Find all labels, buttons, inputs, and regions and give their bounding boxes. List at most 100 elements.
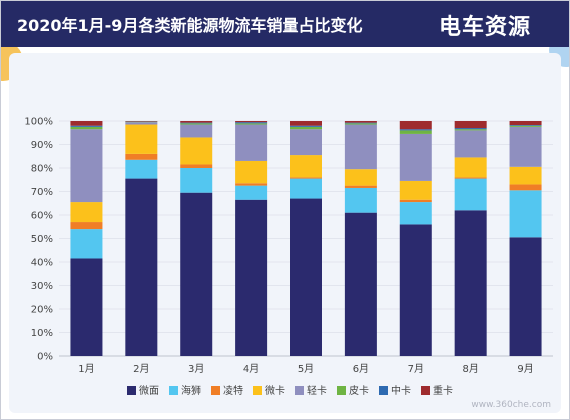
legend-swatch [211,386,220,395]
bar-segment [180,123,213,125]
bar-segment [344,124,377,170]
bar-segment [454,130,487,158]
bar-segment [70,121,103,126]
x-tick-label: 3月 [188,363,204,375]
legend-label: 皮卡 [349,384,369,397]
bar-segment [70,229,103,259]
x-tick-label: 9月 [517,363,533,375]
y-tick-label: 80% [31,164,53,175]
bar-segment [399,121,432,130]
legend-swatch [127,386,136,395]
legend-label: 中卡 [391,384,411,397]
x-tick-label: 5月 [298,363,314,375]
bar-segment [180,164,213,168]
x-tick-label: 4月 [243,363,259,375]
y-tick-label: 100% [24,117,53,128]
x-axis-ticks: 1月 2月 3月 4月 5月 6月 7月 8月 9月 [78,363,533,375]
y-tick-label: 30% [31,281,53,292]
legend-swatch [295,386,304,395]
legend: 微面 海狮 凌特 微卡 轻卡 皮卡 中卡 重卡 [127,384,453,397]
bar-segment [290,126,322,130]
legend-label: 海狮 [181,384,201,397]
bar-segment [180,122,213,124]
y-axis-ticks: 0% 10% 20% 30% 40% 50% 60% 70% 80% 90% 100% [24,117,53,363]
bar-segment [125,122,158,125]
bar-segment [509,166,542,185]
bar-segment [180,121,213,123]
bar-segment [454,121,487,129]
bar-segment [290,198,322,356]
bar-segment [344,185,377,188]
legend-swatch [379,386,388,395]
bar-segment [290,155,322,178]
chart-panel: 0% 10% 20% 30% 40% 50% 60% 70% 80% 90% 100% 1月 2月 3月… [9,53,561,413]
bar-segment [125,178,158,356]
header-bar: 2020年1月-9月各类新能源物流车销量占比变化 电车资源 [1,1,569,47]
bar-segment [290,121,322,126]
bar-segment [235,183,268,186]
bar-segment [235,123,268,125]
x-tick-label: 1月 [78,363,94,375]
bar-segment [235,199,268,356]
bar-segment [180,168,213,193]
x-tick-label: 8月 [462,363,478,375]
bar-segment [344,212,377,356]
bar-segment [509,184,542,191]
bar-segment [454,128,487,130]
y-tick-label: 50% [31,234,53,245]
bar-segment [235,124,268,161]
bar-segment [235,122,268,124]
bar-segment [399,129,432,131]
x-tick-label: 2月 [133,363,149,375]
bar-segment [509,125,542,127]
bar-segment [180,192,213,356]
bar-segment [180,137,213,165]
bar-segment [509,126,542,167]
bar-segment [399,130,432,134]
bar-segment [290,178,322,199]
bar-segment [290,177,322,179]
stacked-bar-chart: 0% 10% 20% 30% 40% 50% 60% 70% 80% 90% 100% 1月 2月 3月… [24,117,553,397]
bar-segment [399,133,432,181]
x-tick-label: 7月 [408,363,424,375]
bar-segment [454,210,487,356]
bar-segment [70,202,103,223]
bar-segment [235,121,268,123]
bar-segment [125,153,158,160]
y-tick-label: 90% [31,140,53,151]
y-tick-label: 70% [31,187,53,198]
legend-label: 轻卡 [307,384,327,397]
watermark: www.360che.com [471,400,551,410]
bars [70,121,542,356]
bar-segment [399,180,432,200]
bar-segment [344,121,377,123]
bar-segment [235,185,268,200]
bar-segment [509,124,542,126]
bar-segment [399,202,432,225]
y-tick-label: 20% [31,305,53,316]
y-tick-label: 0% [37,352,53,363]
bar-segment [70,126,103,130]
bar-segment [290,125,322,127]
chart-title: 2020年1月-9月各类新能源物流车销量占比变化 [17,16,363,35]
y-tick-label: 10% [31,328,53,339]
legend-label: 凌特 [223,384,243,397]
bar-segment [344,123,377,125]
brand-logo: 电车资源 [438,15,531,40]
bar-segment [509,121,542,125]
legend-swatch [421,386,430,395]
bar-segment [290,129,322,156]
bar-segment [344,169,377,186]
bar-segment [70,258,103,356]
legend-swatch [337,386,346,395]
bar-segment [454,157,487,178]
bar-segment [509,237,542,356]
legend-label: 微卡 [265,384,285,397]
bar-segment [125,159,158,179]
bar-segment [454,177,487,179]
bar-segment [344,187,377,213]
bar-segment [399,224,432,356]
legend-swatch [253,386,262,395]
legend-label: 微面 [139,384,159,397]
y-tick-label: 40% [31,258,53,269]
